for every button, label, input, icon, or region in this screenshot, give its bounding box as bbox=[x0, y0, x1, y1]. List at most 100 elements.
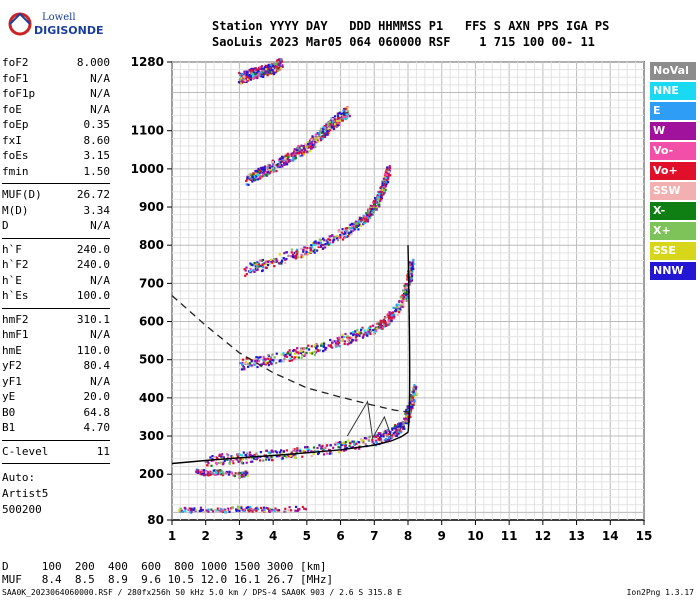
param-name: yE bbox=[2, 390, 16, 403]
echo-point bbox=[259, 170, 262, 173]
echo-point bbox=[402, 292, 406, 295]
echo-point bbox=[384, 173, 387, 176]
echo-point bbox=[307, 146, 310, 149]
echo-point bbox=[229, 458, 232, 461]
param-name: fmin bbox=[2, 164, 29, 178]
echo-point bbox=[319, 139, 323, 142]
echo-point bbox=[282, 351, 285, 355]
legend-nne: NNE bbox=[650, 82, 696, 100]
echo-point bbox=[272, 258, 276, 261]
echo-point bbox=[402, 299, 405, 302]
param-value: 240.0 bbox=[76, 242, 110, 256]
echo-point bbox=[298, 150, 301, 153]
echo-point bbox=[272, 72, 275, 75]
echo-point bbox=[238, 509, 241, 513]
echo-point bbox=[410, 274, 414, 277]
echo-point bbox=[375, 326, 378, 329]
param-separator bbox=[2, 437, 110, 441]
echo-point bbox=[300, 149, 303, 152]
echo-point bbox=[399, 304, 402, 307]
echo-point bbox=[296, 509, 299, 512]
echo-point bbox=[268, 510, 271, 513]
echo-point bbox=[287, 455, 290, 458]
echo-point bbox=[382, 180, 385, 183]
echo-point bbox=[290, 251, 293, 254]
echo-point bbox=[356, 440, 359, 443]
echo-point bbox=[199, 469, 202, 472]
echo-point bbox=[313, 251, 316, 254]
echo-point bbox=[335, 345, 338, 348]
echo-point bbox=[269, 358, 272, 361]
echo-point bbox=[328, 120, 332, 124]
echo-point bbox=[272, 509, 275, 512]
echo-point bbox=[326, 129, 329, 132]
echo-point bbox=[251, 510, 254, 513]
echo-point bbox=[216, 473, 220, 476]
echo-point bbox=[263, 166, 266, 169]
echo-point bbox=[293, 349, 296, 352]
echo-point bbox=[238, 459, 241, 462]
echo-point bbox=[215, 461, 218, 464]
echo-point bbox=[206, 460, 209, 463]
echo-point bbox=[260, 65, 264, 68]
echo-point bbox=[179, 507, 182, 510]
echo-point bbox=[294, 349, 297, 352]
echo-point bbox=[264, 363, 267, 366]
echo-point bbox=[330, 344, 333, 347]
echo-point bbox=[210, 464, 213, 467]
echo-point bbox=[357, 224, 360, 227]
echo-point bbox=[380, 186, 383, 189]
echo-point bbox=[385, 181, 388, 184]
echo-point bbox=[302, 151, 306, 154]
echo-point bbox=[271, 450, 274, 453]
echo-point bbox=[272, 163, 275, 166]
echo-point bbox=[309, 142, 312, 145]
echo-point bbox=[363, 333, 367, 336]
echo-point bbox=[292, 159, 295, 162]
echo-point bbox=[318, 349, 321, 352]
echo-point bbox=[288, 359, 291, 362]
echo-point bbox=[310, 250, 313, 254]
param-row: yE 20.0 bbox=[2, 390, 110, 406]
echo-point bbox=[300, 253, 303, 256]
echo-point bbox=[228, 462, 232, 465]
echo-point bbox=[260, 264, 263, 267]
echo-point bbox=[323, 342, 326, 345]
echo-point bbox=[392, 315, 395, 318]
x-tick-label: 10 bbox=[467, 529, 484, 543]
echo-point bbox=[323, 132, 327, 135]
echo-point bbox=[216, 509, 220, 512]
echo-point bbox=[411, 407, 414, 410]
echo-point bbox=[387, 181, 390, 184]
echo-point bbox=[321, 444, 324, 447]
echo-point bbox=[411, 394, 414, 397]
echo-point bbox=[273, 163, 276, 166]
echo-point bbox=[395, 306, 398, 309]
echo-point bbox=[256, 178, 259, 181]
echo-point bbox=[380, 319, 383, 323]
echo-point bbox=[218, 471, 221, 474]
echo-point bbox=[266, 264, 270, 267]
echo-point bbox=[245, 179, 248, 183]
echo-point bbox=[389, 312, 392, 315]
param-name: h`F2 bbox=[2, 258, 29, 271]
legend-noval: NoVal bbox=[650, 62, 696, 80]
echo-point bbox=[273, 69, 277, 72]
echo-point bbox=[401, 305, 404, 308]
param-value: 310.1 bbox=[76, 312, 110, 326]
echo-point bbox=[178, 509, 181, 512]
echo-point bbox=[354, 336, 357, 339]
echo-point bbox=[362, 441, 365, 444]
echo-point bbox=[312, 241, 315, 245]
echo-point bbox=[402, 289, 405, 292]
echo-point bbox=[346, 343, 349, 346]
echo-point bbox=[350, 233, 353, 236]
param-row: M(D) 3.34 bbox=[2, 204, 110, 220]
echo-point bbox=[391, 436, 394, 439]
echo-point bbox=[240, 454, 244, 457]
echo-point bbox=[244, 360, 248, 363]
echo-point bbox=[220, 455, 223, 458]
echo-point bbox=[411, 262, 414, 266]
echo-point bbox=[314, 343, 317, 346]
echo-point bbox=[244, 470, 247, 473]
